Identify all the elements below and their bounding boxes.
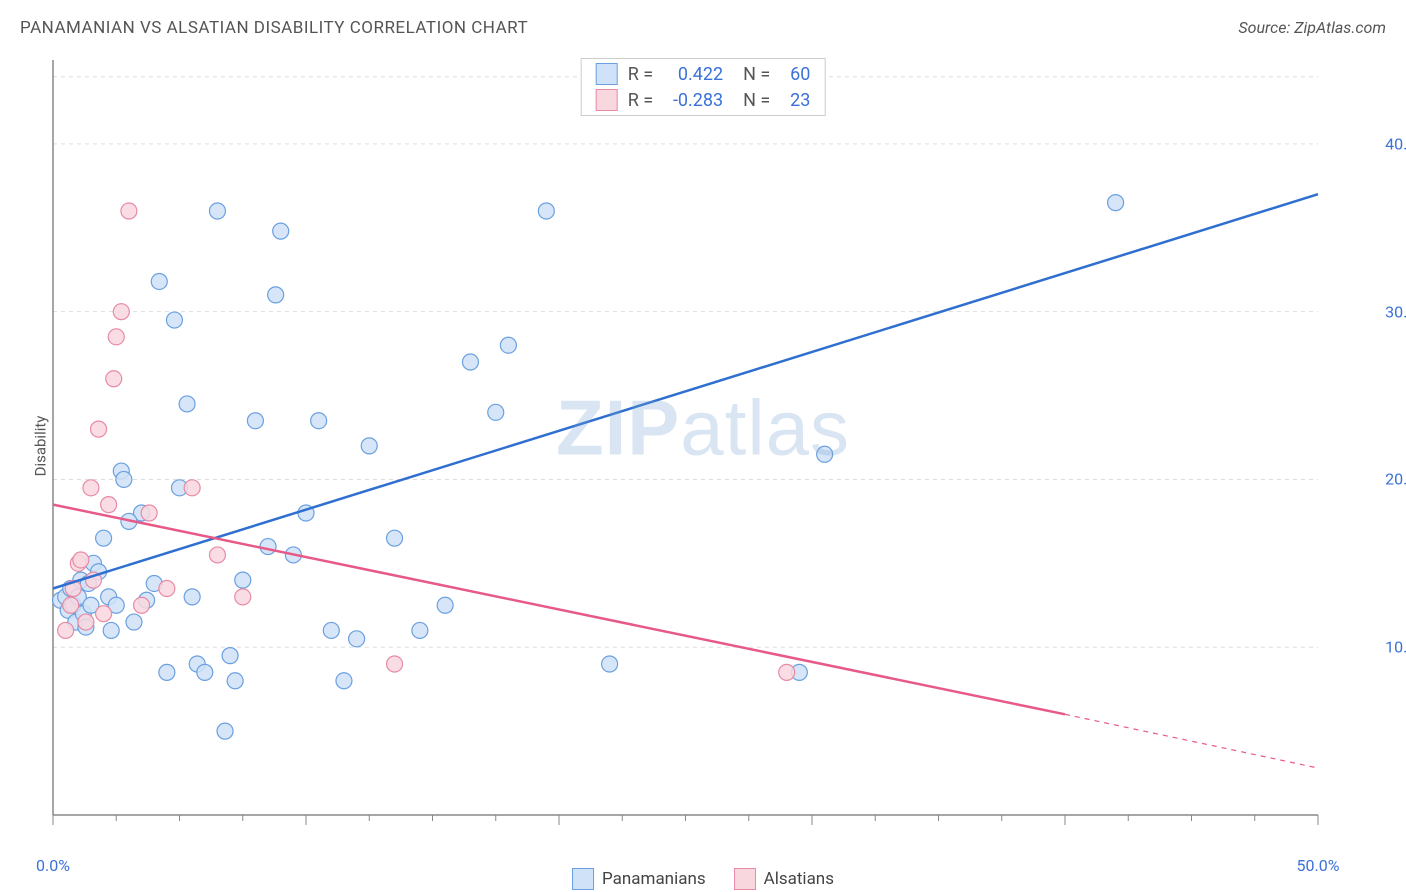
y-tick-label: 20.0% <box>1385 470 1406 489</box>
legend-swatch <box>572 868 594 890</box>
scatter-plot: 10.0%20.0%30.0%40.0%0.0%50.0% <box>48 55 1378 845</box>
legend-swatch <box>596 89 618 111</box>
legend-r-label: R = <box>628 90 653 111</box>
legend-n-label: N = <box>743 90 770 111</box>
legend-r-value: 0.422 <box>663 64 723 85</box>
legend-series-label: Panamanians <box>602 869 706 889</box>
legend-n-label: N = <box>743 64 770 85</box>
chart-title: PANAMANIAN VS ALSATIAN DISABILITY CORREL… <box>20 18 528 38</box>
legend-swatch <box>734 868 756 890</box>
y-tick-label: 10.0% <box>1385 638 1406 657</box>
y-tick-label: 40.0% <box>1385 134 1406 153</box>
source-attribution: Source: ZipAtlas.com <box>1238 18 1386 37</box>
x-tick-label: 50.0% <box>1297 856 1340 875</box>
x-tick-label: 0.0% <box>36 856 70 875</box>
legend-row: R = -0.283 N = 23 <box>582 87 825 113</box>
legend-n-value: 23 <box>780 90 810 111</box>
legend-series-label: Alsatians <box>764 869 834 889</box>
y-tick-label: 30.0% <box>1385 302 1406 321</box>
legend-swatch <box>596 63 618 85</box>
y-axis-label: Disability <box>31 416 49 477</box>
legend-series-item: Panamanians <box>572 868 706 890</box>
legend-r-value: -0.283 <box>663 90 723 111</box>
legend-correlation: R = 0.422 N = 60 R = -0.283 N = 23 <box>581 58 826 116</box>
legend-row: R = 0.422 N = 60 <box>582 61 825 87</box>
legend-r-label: R = <box>628 64 653 85</box>
legend-n-value: 60 <box>780 64 810 85</box>
legend-series-item: Alsatians <box>734 868 834 890</box>
legend-series: Panamanians Alsatians <box>572 868 834 890</box>
plot-svg <box>48 55 1378 845</box>
